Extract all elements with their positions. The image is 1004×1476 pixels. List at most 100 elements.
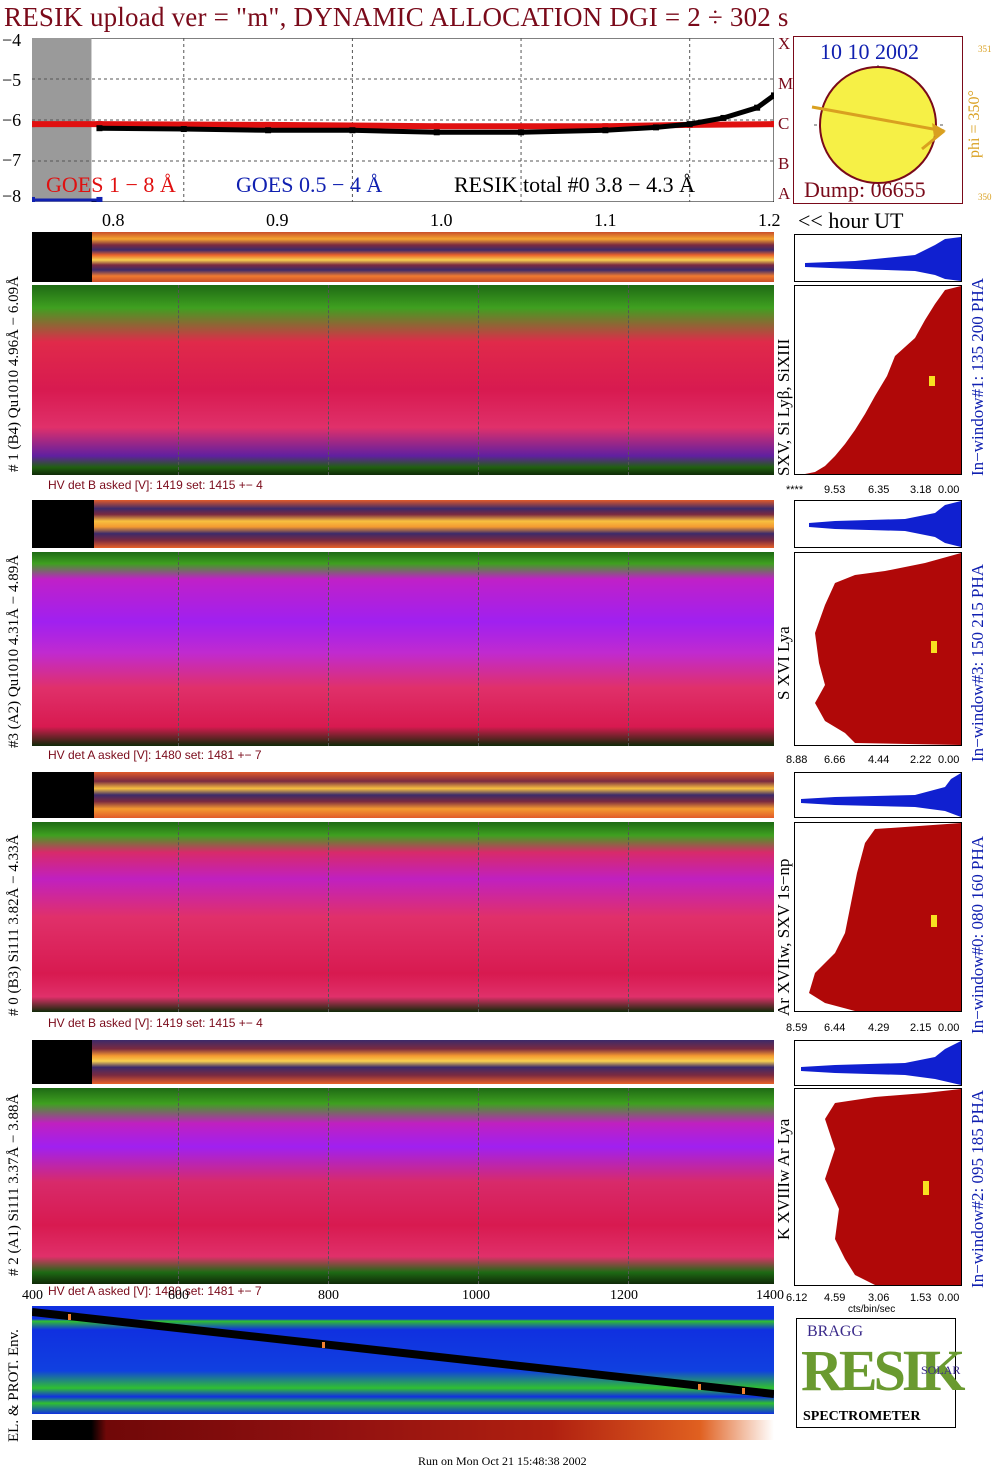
series-line-1 bbox=[99, 93, 774, 135]
data-point bbox=[180, 126, 187, 133]
pha-tick: 4.59 bbox=[824, 1292, 846, 1304]
goes-panel bbox=[32, 38, 774, 202]
channel-0-pha-large bbox=[794, 822, 962, 1012]
pha-tick: 0.00 bbox=[938, 1292, 960, 1304]
legend-resik-total: RESIK total #0 3.8 − 4.3 Å bbox=[454, 172, 695, 197]
data-point bbox=[652, 124, 659, 131]
pha-tick: 1.53 bbox=[910, 1292, 932, 1304]
goes-y-tick: −8 bbox=[2, 186, 22, 206]
pha-tick: 2.22 bbox=[910, 754, 932, 766]
pha-tick: 6.44 bbox=[824, 1022, 846, 1034]
flare-class-m: M bbox=[778, 74, 794, 93]
logo-bragg: BRAGG bbox=[807, 1323, 864, 1340]
data-point bbox=[754, 104, 761, 111]
channel-3-spectrogram bbox=[32, 552, 774, 746]
logo-caption: SPECTROMETER bbox=[803, 1409, 921, 1424]
channel-3-profile-strip bbox=[32, 500, 774, 548]
channel-0-profile-strip bbox=[32, 772, 774, 818]
channel-2-spectrogram bbox=[32, 1088, 774, 1284]
time-tick: 0.8 bbox=[102, 210, 125, 230]
data-point bbox=[602, 123, 609, 130]
phi-label: phi = 350° bbox=[966, 90, 983, 158]
channel-2-hv: HV det A asked [V]: 1480 set: 1481 +− 7 bbox=[48, 1284, 262, 1298]
pha-tick: 4.44 bbox=[868, 754, 890, 766]
sun-disk bbox=[819, 66, 937, 184]
channel-1-label: # 1 (B4) Qu1010 4.96Å − 6.09Å bbox=[6, 276, 22, 472]
pha-tick: 6.12 bbox=[786, 1292, 808, 1304]
pha-tick: **** bbox=[786, 484, 804, 496]
pha-tick: 0.00 bbox=[938, 484, 960, 496]
data-point bbox=[265, 127, 272, 134]
channel-0-hv: HV det B asked [V]: 1419 set: 1415 +− 4 bbox=[48, 1016, 263, 1030]
channel-0-window: In−window#0: 080 160 PHA bbox=[968, 835, 987, 1034]
arrow-icon bbox=[932, 123, 946, 137]
goes-y-ticks: −4 −5 −6 −7 −8 bbox=[0, 30, 30, 210]
env-tick: 1400 bbox=[756, 1288, 784, 1303]
pha-tick: 6.66 bbox=[824, 754, 846, 766]
data-point bbox=[433, 123, 440, 130]
flare-class-x: X bbox=[778, 34, 791, 53]
goes-y-tick: −6 bbox=[2, 110, 22, 130]
orbit-direction-line bbox=[811, 105, 945, 133]
phi-small-bottom: 350 bbox=[978, 192, 992, 202]
time-axis-unit: << hour UT bbox=[798, 208, 904, 233]
data-point bbox=[686, 121, 693, 128]
time-tick: 1.1 bbox=[594, 210, 617, 230]
channel-2-black-gap bbox=[32, 1040, 92, 1084]
channel-2-pha-small bbox=[794, 1040, 962, 1086]
channel-1-pha-large bbox=[794, 285, 962, 475]
pha-tick: 6.35 bbox=[868, 484, 890, 496]
data-point bbox=[771, 121, 774, 128]
orbit-panel: 10 10 2002 Dump: 06655 bbox=[793, 36, 963, 204]
flare-class-c: C bbox=[778, 114, 790, 133]
env-intensity-bar bbox=[32, 1420, 774, 1440]
pha-tick: 0.00 bbox=[938, 754, 960, 766]
env-panel bbox=[32, 1306, 774, 1414]
channel-3-black-gap bbox=[32, 500, 94, 548]
channel-1-pha-small bbox=[794, 234, 962, 282]
data-point bbox=[602, 127, 609, 134]
pha-tick: 3.06 bbox=[868, 1292, 890, 1304]
orbit-date: 10 10 2002 bbox=[820, 39, 919, 64]
env-label: EL. & PROT. Env. bbox=[6, 1329, 22, 1442]
resik-logo: RESIK BRAGG SOLAR SPECTROMETER bbox=[796, 1318, 966, 1428]
data-point bbox=[720, 114, 727, 121]
channel-0-label: # 0 (B3) Si111 3.82Å − 4.33Å bbox=[6, 834, 22, 1016]
data-point bbox=[32, 196, 35, 202]
channel-0-pha-small bbox=[794, 772, 962, 818]
channel-2-profile-strip bbox=[32, 1040, 774, 1084]
pha-tick: 4.29 bbox=[868, 1022, 890, 1034]
legend-goes-long: GOES 1 − 8 Å bbox=[46, 172, 176, 197]
channel-2-window: In−window#2: 095 185 PHA bbox=[968, 1089, 987, 1288]
logo-solar: SOLAR bbox=[921, 1363, 961, 1377]
flare-class-letters: X M C B A bbox=[776, 34, 794, 204]
pha-unit: cts/bin/sec bbox=[848, 1304, 896, 1315]
goes-y-tick: −4 bbox=[2, 30, 22, 50]
channel-0-spectrogram bbox=[32, 822, 774, 1012]
channel-2-pha-large bbox=[794, 1088, 962, 1286]
data-point bbox=[433, 129, 440, 136]
channel-3-pha-large bbox=[794, 552, 962, 746]
channel-3-hv: HV det A asked [V]: 1480 set: 1481 +− 7 bbox=[48, 748, 262, 762]
channel-0-black-gap bbox=[32, 772, 94, 818]
channel-3-lines: S XVI Lya bbox=[774, 626, 793, 700]
legend-goes-short: GOES 0.5 − 4 Å bbox=[236, 172, 383, 197]
page-title: RESIK upload ver = "m", DYNAMIC ALLOCATI… bbox=[4, 2, 789, 32]
time-tick: 0.9 bbox=[266, 210, 289, 230]
phi-small-top: 351 bbox=[978, 44, 992, 54]
sun-disk-diagram bbox=[811, 65, 946, 187]
dump-number: Dump: 06655 bbox=[804, 177, 926, 202]
channel-3-pha-small bbox=[794, 500, 962, 548]
data-point bbox=[96, 125, 103, 132]
env-x-ticks: 400 600 800 1000 1200 1400 bbox=[0, 1288, 800, 1308]
goes-y-tick: −5 bbox=[2, 70, 22, 90]
logo-word: RESIK bbox=[801, 1338, 966, 1403]
pha-tick: 8.59 bbox=[786, 1022, 808, 1034]
pha-tick: 8.88 bbox=[786, 754, 808, 766]
data-point bbox=[771, 92, 774, 99]
pha-tick: 9.53 bbox=[824, 484, 846, 496]
channel-1-spectrogram bbox=[32, 285, 774, 475]
data-point bbox=[96, 196, 103, 202]
data-point bbox=[32, 121, 35, 128]
data-point bbox=[518, 129, 525, 136]
